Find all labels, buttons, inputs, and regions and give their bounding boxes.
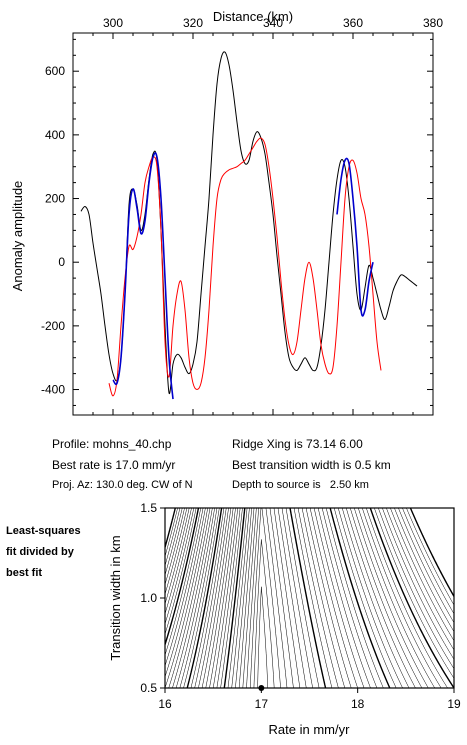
y-tick-label: -400	[41, 383, 65, 397]
y-tick-label: 1.5	[140, 501, 157, 515]
anomaly-ticks: 300 320 340 360 380 -400 -200 0 200 400 600	[41, 16, 443, 415]
contour-line	[190, 508, 384, 688]
anomaly-chart: 300 320 340 360 380 -400 -200 0 200 400 600 Distan…	[10, 9, 443, 416]
contour-line	[198, 508, 371, 688]
transition-axis-label: Transition width in km	[108, 535, 123, 660]
contour-line	[220, 508, 333, 688]
contour-line	[165, 508, 454, 688]
contour-line	[165, 508, 454, 597]
contour-lines	[165, 508, 454, 688]
series-line-4	[336, 157, 374, 317]
contour-line	[165, 508, 442, 688]
contour-line	[212, 508, 346, 688]
contour-line	[257, 586, 269, 688]
depth-to-source-label: Depth to source is 2.50 km	[232, 479, 369, 491]
y-tick-label: 400	[45, 128, 65, 142]
rate-axis-label: Rate in mm/yr	[269, 722, 351, 737]
description-line: fit divided by	[6, 546, 74, 558]
contour-line	[205, 508, 358, 688]
contour-line	[223, 508, 327, 688]
contour-line	[216, 508, 339, 688]
x-tick-label: 340	[263, 16, 283, 30]
x-tick-label: 17	[255, 697, 269, 711]
distance-axis-label: Distance (km)	[213, 9, 293, 24]
contour-line	[165, 508, 435, 688]
projection-azimuth-label: Proj. Az: 130.0 deg. CW of N	[52, 479, 193, 491]
y-tick-label: 200	[45, 192, 65, 206]
contour-line	[172, 508, 416, 688]
anomaly-axis-label: Anomaly amplitude	[10, 181, 25, 292]
fit-contour-chart: 16 17 18 19 0.5 1.0 1.5 Rate in mm/yr Transiti…	[108, 501, 461, 737]
contour-line	[165, 508, 454, 679]
x-tick-label: 16	[158, 697, 172, 711]
x-tick-label: 18	[351, 697, 365, 711]
best-rate-label: Best rate is 17.0 mm/yr	[52, 458, 176, 472]
contour-line	[165, 508, 448, 688]
contour-line	[238, 508, 301, 688]
x-tick-label: 320	[183, 16, 203, 30]
x-tick-label: 360	[343, 16, 363, 30]
profile-label: Profile: mohns_40.chp	[52, 437, 172, 451]
contour-line	[168, 508, 423, 688]
x-tick-label: 19	[447, 697, 461, 711]
ridge-crossing-label: Ridge Xing is 73.14 6.00	[232, 437, 363, 451]
y-tick-label: 1.0	[140, 591, 157, 605]
best-transition-label: Best transition width is 0.5 km	[232, 458, 391, 472]
description-line: Least-squares	[6, 525, 81, 537]
contour-description: Least-squares fit divided by best fit	[6, 521, 81, 584]
contour-ticks: 16 17 18 19 0.5 1.0 1.5	[140, 501, 461, 711]
contour-line	[165, 508, 454, 651]
y-tick-label: -200	[41, 319, 65, 333]
y-tick-label: 0.5	[140, 681, 157, 695]
x-tick-label: 300	[103, 16, 123, 30]
contour-line	[183, 508, 397, 688]
contour-line	[235, 508, 307, 688]
series-line-2	[108, 137, 382, 397]
best-fit-point	[258, 685, 265, 691]
x-tick-label: 380	[423, 16, 443, 30]
contour-line	[231, 508, 313, 688]
contour-line	[175, 508, 410, 688]
contour-line	[242, 508, 294, 688]
contour-line	[201, 508, 365, 688]
contour-line	[246, 508, 288, 688]
y-tick-label: 600	[45, 64, 65, 78]
contour-line	[209, 508, 352, 688]
contour-line	[249, 508, 281, 688]
description-line: best fit	[6, 567, 43, 579]
y-tick-label: 0	[58, 255, 65, 269]
contour-line	[227, 508, 320, 688]
contour-line	[194, 508, 378, 688]
anomaly-series-group	[80, 51, 418, 400]
contour-line	[253, 539, 275, 688]
series-line-3	[112, 152, 174, 400]
contour-line	[186, 508, 391, 688]
contour-line	[179, 508, 403, 688]
